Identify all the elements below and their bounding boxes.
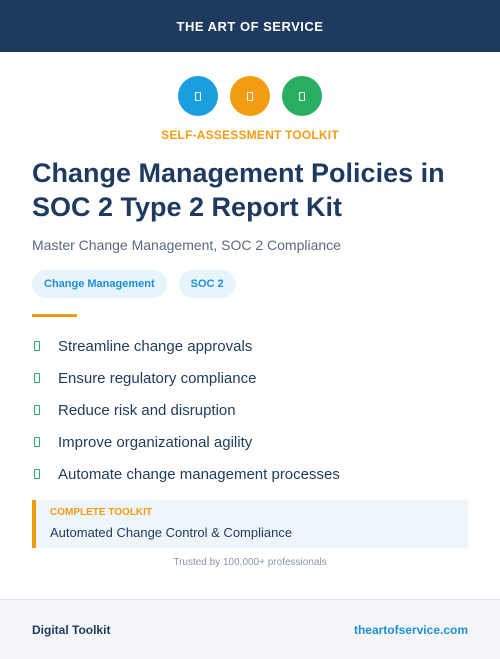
check-icon — [34, 341, 40, 351]
feature-text: Improve organizational agility — [58, 433, 253, 451]
feature-list: Streamline change approvals Ensure regul… — [32, 330, 340, 490]
document-icon — [282, 76, 322, 116]
feature-text: Ensure regulatory compliance — [58, 369, 257, 387]
icon-row — [0, 76, 500, 116]
footer-bar: Digital Toolkit theartofservice.com — [0, 599, 500, 659]
check-icon — [34, 373, 40, 383]
feature-text: Reduce risk and disruption — [58, 401, 236, 419]
website-link[interactable]: theartofservice.com — [353, 622, 468, 637]
document-icon — [178, 76, 218, 116]
header-bar: THE ART OF SERVICE — [0, 0, 500, 52]
check-icon — [34, 405, 40, 415]
subtitle: Master Change Management, SOC 2 Complian… — [32, 237, 341, 253]
toolkit-callout: COMPLETE TOOLKIT Automated Change Contro… — [32, 500, 468, 548]
feature-item: Automate change management processes — [32, 458, 340, 490]
trust-note: Trusted by 100,000+ professionals — [173, 557, 327, 568]
feature-text: Automate change management processes — [58, 465, 340, 483]
tag-change-management: Change Management — [32, 270, 167, 298]
document-icon — [230, 76, 270, 116]
tag-list: Change Management SOC 2 — [32, 270, 236, 298]
footer-label: Digital Toolkit — [32, 622, 111, 637]
eyebrow-label: SELF-ASSESSMENT TOOLKIT — [161, 128, 339, 142]
brand-name: THE ART OF SERVICE — [176, 18, 324, 34]
feature-text: Streamline change approvals — [58, 337, 253, 355]
feature-item: Reduce risk and disruption — [32, 394, 340, 426]
check-icon — [34, 469, 40, 479]
accent-divider — [32, 314, 77, 317]
page-title: Change Management Policies in SOC 2 Type… — [32, 158, 445, 222]
feature-item: Streamline change approvals — [32, 330, 340, 362]
callout-text: Automated Change Control & Compliance — [50, 525, 293, 540]
feature-item: Ensure regulatory compliance — [32, 362, 340, 394]
tag-soc-2: SOC 2 — [178, 270, 236, 298]
callout-eyebrow: COMPLETE TOOLKIT — [50, 507, 153, 518]
check-icon — [34, 437, 40, 447]
feature-item: Improve organizational agility — [32, 426, 340, 458]
